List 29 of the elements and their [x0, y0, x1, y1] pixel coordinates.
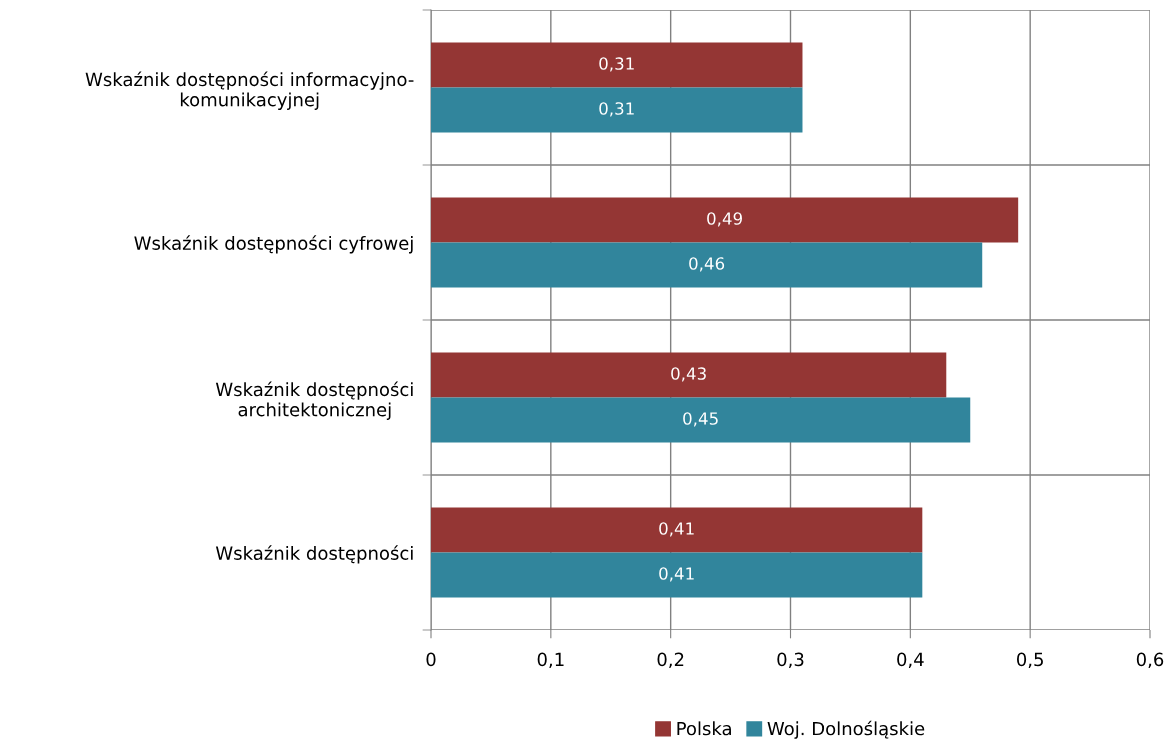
x-tick-label: 0,2: [657, 652, 684, 669]
data-label: 0,45: [683, 412, 718, 427]
x-tick-label: 0,6: [1136, 652, 1164, 669]
data-label: 0,41: [659, 522, 694, 537]
bar: [431, 507, 923, 553]
data-label: 0,46: [689, 257, 725, 272]
bar: [431, 42, 803, 88]
x-tick-label: 0: [426, 652, 436, 667]
y-tick-label: Wskaźnik dostępności: [215, 545, 413, 564]
bar: [431, 242, 983, 288]
data-label: 0,31: [599, 102, 634, 117]
bar: [431, 87, 803, 133]
data-label: 0,41: [659, 567, 694, 582]
x-tick-label: 0,5: [1017, 652, 1043, 669]
x-tick-label: 0,3: [777, 652, 804, 669]
data-label: 0,49: [707, 212, 742, 227]
legend-label: Woj. Dolnośląskie: [767, 720, 925, 739]
legend-label: Polska: [677, 721, 731, 736]
y-tick-label: Wskaźnik dostępności cyfrowej: [134, 235, 413, 254]
bar: [431, 352, 947, 398]
bar: [431, 552, 923, 598]
x-tick-label: 0,4: [897, 652, 924, 669]
data-label: 0,43: [671, 367, 706, 382]
data-label: 0,31: [599, 57, 634, 72]
x-tick-label: 0,1: [537, 652, 564, 669]
bar: [431, 397, 971, 443]
y-tick-label: Wskaźnik dostępności informacyjno- komunikacyjnej: [85, 71, 414, 110]
bar: [431, 197, 1019, 243]
y-tick-label: Wskaźnik dostępności architektonicznej: [215, 381, 413, 420]
